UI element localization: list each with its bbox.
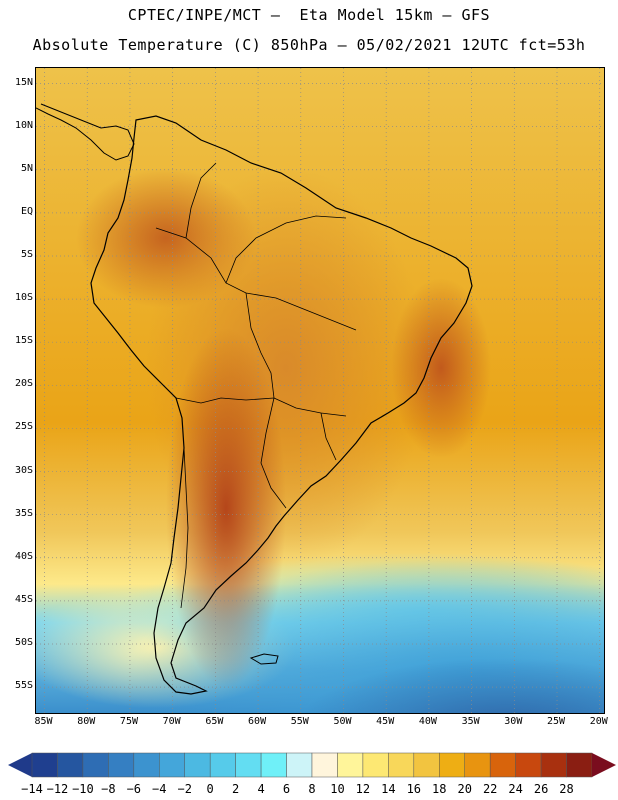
lon-tick-label: 35W	[461, 716, 480, 727]
colorbar-tick-label: −2	[177, 782, 192, 796]
colorbar-cell	[362, 752, 389, 778]
map-overlay	[36, 68, 604, 713]
lon-tick-label: 20W	[589, 716, 608, 727]
lat-tick-label: 20S	[14, 378, 33, 390]
colorbar-cells	[31, 752, 593, 778]
colorbar-tick-label: 16	[406, 782, 422, 796]
lon-tick-label: 50W	[333, 716, 352, 727]
color-scale-bar	[8, 752, 616, 778]
colorbar-cell	[388, 752, 415, 778]
colorbar-cell	[133, 752, 160, 778]
lat-tick-label: 10S	[14, 292, 33, 304]
continent-outline	[90, 115, 473, 695]
lat-tick-label: 35S	[14, 507, 33, 519]
lon-tick-label: 70W	[162, 716, 181, 727]
title-line-1: CPTEC/INPE/MCT — Eta Model 15km — GFS	[127, 6, 491, 24]
colorbar-cell	[31, 752, 58, 778]
colorbar-cell	[108, 752, 135, 778]
colorbar-cell	[57, 752, 84, 778]
colorbar-cell	[209, 752, 236, 778]
colorbar-tick-label: −8	[101, 782, 116, 796]
colorbar-cell	[566, 752, 593, 778]
colorbar-tick-label: 18	[432, 782, 447, 796]
lon-tick-label: 60W	[248, 716, 267, 727]
colorbar-overflow-arrow	[592, 753, 616, 777]
lon-tick-label: 40W	[418, 716, 437, 727]
colorbar-tick-label: −10	[72, 782, 94, 796]
lat-tick-label: 5S	[20, 248, 33, 260]
title-line-2: Absolute Temperature (C) 850hPa — 05/02/…	[32, 36, 586, 54]
lon-tick-label: 75W	[119, 716, 138, 727]
colorbar-tick-label: −4	[152, 782, 167, 796]
colorbar-cell	[184, 752, 211, 778]
lat-tick-label: 10N	[14, 119, 33, 131]
gridlines	[36, 68, 604, 713]
lat-tick-label: 30S	[14, 464, 33, 476]
lon-tick-label: 65W	[205, 716, 224, 727]
lat-tick-label: 25S	[14, 421, 33, 433]
colorbar-cell	[235, 752, 262, 778]
colorbar-tick-label: 20	[457, 782, 472, 796]
lon-tick-label: 85W	[34, 716, 53, 727]
colorbar-tick-label: 2	[232, 782, 240, 796]
colorbar-cell	[413, 752, 440, 778]
colorbar-tick-label: 28	[559, 782, 574, 796]
colorbar-tick-label: 22	[482, 782, 498, 796]
lat-tick-label: EQ	[20, 205, 33, 217]
colorbar-cell	[439, 752, 465, 778]
country-borders	[155, 162, 357, 609]
lon-tick-label: 30W	[504, 716, 523, 727]
colorbar-tick-label: 14	[381, 782, 396, 796]
colorbar-tick-label: 6	[282, 782, 291, 796]
colorbar-tick-label: 4	[257, 782, 265, 796]
colorbar-cell	[159, 752, 185, 778]
colorbar-underflow-arrow	[8, 753, 32, 777]
lat-tick-label: 40S	[14, 550, 33, 562]
colorbar-tick-label: 26	[533, 782, 549, 796]
colorbar-tick-label: 10	[330, 782, 345, 796]
colorbar-cell	[286, 752, 313, 778]
colorbar-cell	[489, 752, 516, 778]
colorbar-cell	[82, 752, 109, 778]
colorbar-cell	[540, 752, 567, 778]
colorbar-tick-label: −6	[126, 782, 142, 796]
colorbar-tick-label: 0	[206, 782, 214, 796]
colorbar-tick-label: 8	[308, 782, 316, 796]
temperature-map	[35, 67, 605, 714]
colorbar-tick-label: −14	[21, 782, 43, 796]
colorbar-tick-label: −12	[46, 782, 69, 796]
lat-tick-label: 55S	[14, 680, 33, 692]
lon-tick-label: 55W	[290, 716, 309, 727]
colorbar-cell	[260, 752, 287, 778]
colorbar-cell	[515, 752, 542, 778]
lat-tick-label: 45S	[14, 593, 33, 605]
falkland-islands	[249, 653, 279, 665]
central-america-outline	[36, 103, 135, 161]
lat-tick-label: 15S	[14, 335, 33, 347]
lat-tick-label: 50S	[14, 637, 33, 649]
colorbar-cell	[311, 752, 338, 778]
lat-tick-label: 15N	[14, 76, 33, 88]
lat-tick-label: 5N	[20, 162, 33, 174]
colorbar-cell	[337, 752, 364, 778]
lon-tick-label: 25W	[546, 716, 566, 727]
colorbar-tick-label: 12	[355, 782, 371, 796]
colorbar-cell	[464, 752, 491, 778]
colorbar-tick-label: 24	[508, 782, 523, 796]
lon-tick-label: 45W	[376, 716, 395, 727]
lon-tick-label: 80W	[77, 716, 96, 727]
